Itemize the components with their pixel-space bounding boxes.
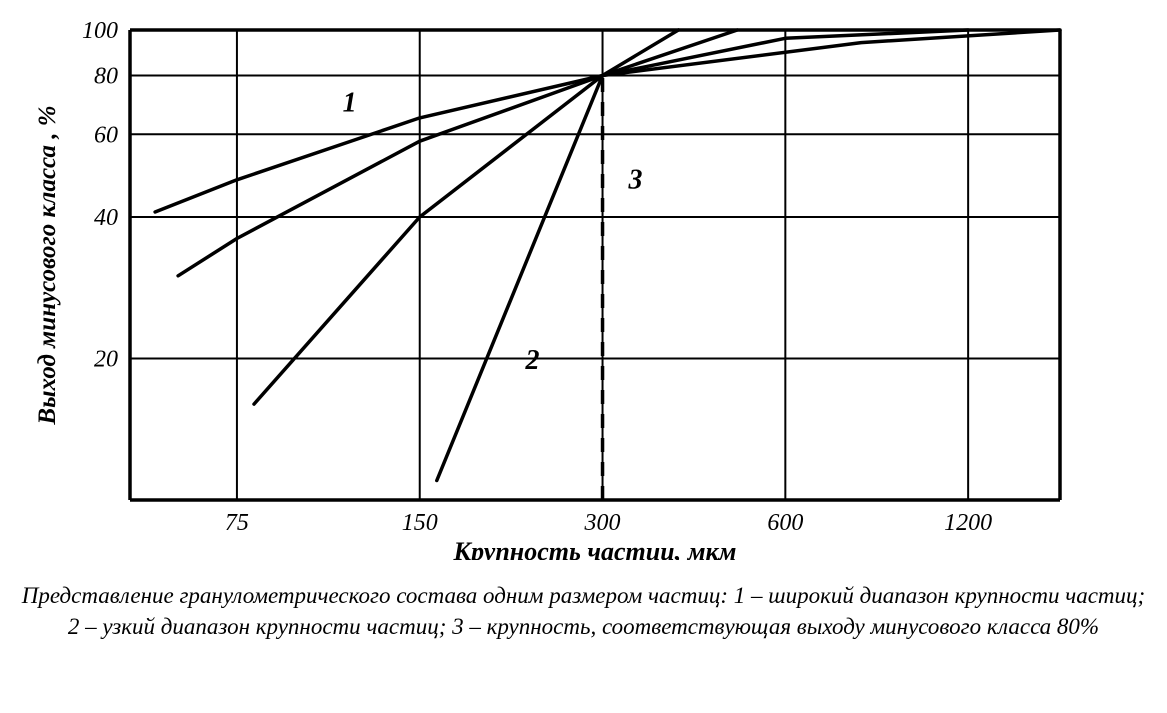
x-axis-label: Крупность частиц, мкм xyxy=(452,537,736,560)
x-tick-label: 1200 xyxy=(944,510,992,536)
y-axis-label: Выход минусового класса , % xyxy=(34,105,61,425)
y-tick-label: 80 xyxy=(94,64,118,90)
chart-container: 75 150 300 600 1200 20 40 60 80 100 Крупность част… xyxy=(0,0,1167,565)
y-tick-label: 60 xyxy=(94,122,118,148)
x-tick-label: 75 xyxy=(225,510,249,536)
y-tick-label: 100 xyxy=(82,18,118,44)
curve-1a xyxy=(155,30,1060,212)
curve-1b xyxy=(178,30,968,276)
label-3: 3 xyxy=(628,165,643,196)
x-tick-label: 150 xyxy=(402,510,438,536)
curve-2b xyxy=(437,30,679,481)
figure-caption: Представление гранулометрического состав… xyxy=(0,580,1167,642)
x-tick-label: 600 xyxy=(767,510,803,536)
label-2: 2 xyxy=(524,345,539,376)
label-1: 1 xyxy=(343,88,357,119)
y-tick-label: 20 xyxy=(94,347,118,373)
x-tick-label: 300 xyxy=(584,510,621,536)
y-tick-label: 40 xyxy=(94,205,118,231)
page: 75 150 300 600 1200 20 40 60 80 100 Крупность част… xyxy=(0,0,1167,713)
granulometry-chart: 75 150 300 600 1200 20 40 60 80 100 Крупность част… xyxy=(0,0,1167,560)
